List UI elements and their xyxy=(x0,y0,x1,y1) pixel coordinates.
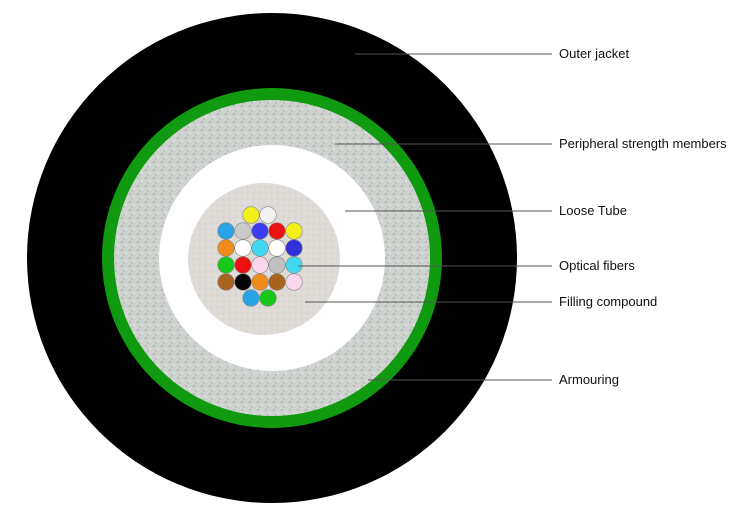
optical-fiber xyxy=(285,222,303,240)
optical-fiber xyxy=(217,256,235,274)
optical-fiber xyxy=(242,289,260,307)
optical-fiber-bundle xyxy=(217,206,303,307)
optical-fiber xyxy=(268,239,286,257)
optical-fiber xyxy=(234,222,252,240)
optical-fiber xyxy=(259,206,277,224)
optical-fiber xyxy=(285,273,303,291)
optical-fiber xyxy=(251,222,269,240)
optical-fiber xyxy=(251,239,269,257)
optical-fiber xyxy=(259,289,277,307)
label-armouring: Armouring xyxy=(559,372,619,387)
optical-fiber xyxy=(217,239,235,257)
optical-fiber xyxy=(268,273,286,291)
optical-fiber xyxy=(234,239,252,257)
optical-fiber xyxy=(285,256,303,274)
optical-fiber xyxy=(234,273,252,291)
optical-fiber xyxy=(217,222,235,240)
optical-fiber xyxy=(217,273,235,291)
optical-fiber xyxy=(251,256,269,274)
optical-fiber xyxy=(234,256,252,274)
optical-fiber xyxy=(285,239,303,257)
optical-fiber xyxy=(268,222,286,240)
optical-fiber xyxy=(251,273,269,291)
label-optical-fibers: Optical fibers xyxy=(559,258,635,273)
optical-fiber xyxy=(242,206,260,224)
label-filling-compound: Filling compound xyxy=(559,294,657,309)
label-strength-members: Peripheral strength members xyxy=(559,136,727,151)
label-loose-tube: Loose Tube xyxy=(559,203,627,218)
label-outer-jacket: Outer jacket xyxy=(559,46,629,61)
optical-fiber xyxy=(268,256,286,274)
